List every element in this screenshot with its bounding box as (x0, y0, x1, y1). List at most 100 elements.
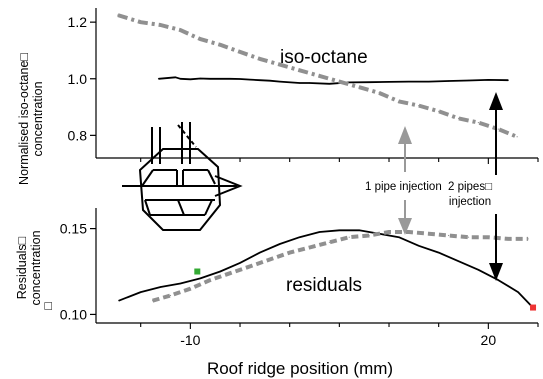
data-point-1-1-11 (368, 234, 370, 237)
data-point-1-0-2 (159, 286, 162, 288)
data-point-0-1-20 (516, 136, 518, 138)
data-point-0-1-18 (477, 122, 480, 124)
one-pipe-arrow-up (398, 126, 412, 172)
data-point-1-0-6 (239, 262, 241, 264)
data-point-0-0-3 (189, 78, 191, 80)
data-point-1-1-2 (189, 288, 191, 290)
data-point-0-0-5 (209, 78, 211, 80)
data-point-0-0-22 (467, 79, 470, 82)
x-tick-label-1: 20 (481, 332, 497, 348)
data-point-0-0-0 (157, 78, 160, 80)
data-point-1-1-0 (152, 300, 154, 302)
data-point-1-0-12 (358, 229, 360, 231)
data-point-1-1-4 (229, 272, 231, 274)
data-point-0-0-10 (259, 79, 261, 81)
data-point-1-1-6 (269, 258, 271, 261)
y-tick-label-0-2: 1.2 (68, 14, 88, 30)
data-point-0-0-4 (199, 77, 201, 80)
data-point-0-1-3 (179, 29, 182, 31)
data-point-1-1-16 (467, 236, 470, 238)
data-point-1-0-3 (179, 282, 182, 285)
data-point-0-1-5 (219, 44, 221, 46)
data-point-0-0-17 (368, 81, 370, 83)
data-point-1-1-18 (507, 238, 509, 240)
data-point-1-0-0 (118, 300, 120, 302)
data-point-1-0-16 (438, 252, 440, 254)
data-point-1-0-18 (477, 269, 480, 271)
data-point-1-0-20 (517, 291, 519, 293)
data-point-1-0-7 (259, 252, 261, 254)
data-point-0-0-19 (408, 80, 410, 83)
y-tick-label-0-1: 1.0 (68, 71, 88, 87)
marker-1-0 (194, 268, 201, 275)
data-point-1-0-17 (457, 260, 460, 262)
top-panel-series (117, 13, 518, 139)
two-pipes-label-line2: injection (449, 196, 491, 208)
two-pipes-arrow-down (489, 214, 503, 281)
top-y-axis-title-line2: concentration (31, 81, 45, 156)
x-axis-title: Roof ridge position (mm) (207, 359, 393, 378)
residuals-label: residuals (286, 275, 362, 296)
top-y-axis-title: Normalised iso-octane□ concentration (17, 53, 45, 185)
data-point-0-0-2 (179, 78, 182, 80)
data-point-1-0-15 (418, 245, 420, 247)
data-point-0-1-17 (457, 117, 460, 119)
bottom-panel-series (118, 229, 537, 311)
data-point-1-0-8 (279, 243, 281, 245)
data-point-0-0-13 (299, 82, 301, 84)
one-pipe-injection-label: 1 pipe injection (365, 181, 442, 193)
data-point-0-0-9 (249, 79, 251, 81)
data-point-0-1-11 (338, 80, 340, 83)
engine-roof-sketch (122, 122, 243, 231)
data-point-0-1-14 (398, 100, 400, 102)
series-line-1-1 (152, 230, 529, 303)
data-point-0-1-12 (358, 86, 360, 88)
data-point-0-0-23 (487, 79, 489, 81)
y-tick-label-0-0: 0.8 (68, 127, 88, 143)
y-tick-label-1-0: 0.10 (60, 306, 87, 322)
bottom-y-axis-title: Residuals□ concentration □ (15, 230, 55, 309)
data-point-1-0-10 (318, 231, 321, 233)
data-point-1-1-19 (527, 238, 529, 240)
data-point-1-1-1 (169, 294, 172, 297)
data-point-0-1-15 (418, 105, 420, 107)
data-point-1-0-9 (299, 236, 301, 238)
bottom-y-axis-title-line1: Residuals□ (15, 236, 29, 299)
series-line-0-1 (117, 13, 518, 139)
data-point-0-0-12 (279, 80, 281, 83)
data-point-0-0-18 (388, 81, 390, 83)
data-point-0-1-8 (279, 64, 281, 66)
data-point-1-1-17 (487, 236, 489, 238)
data-point-1-0-4 (199, 277, 201, 279)
data-point-0-0-14 (308, 82, 311, 84)
two-pipes-label-line1: 2 pipes□ (448, 181, 492, 193)
data-point-1-1-10 (348, 236, 350, 238)
data-point-0-1-7 (259, 58, 261, 60)
data-point-1-1-3 (209, 279, 211, 281)
data-point-1-1-12 (388, 231, 390, 233)
data-point-0-1-4 (199, 38, 201, 40)
data-point-1-1-7 (289, 252, 291, 254)
data-point-0-1-10 (318, 75, 321, 77)
data-point-1-1-13 (408, 231, 410, 233)
two-pipes-arrow-up (489, 92, 503, 175)
data-point-0-0-6 (219, 78, 221, 80)
data-point-0-0-8 (239, 78, 241, 80)
data-point-0-0-21 (448, 80, 450, 82)
data-point-0-0-1 (174, 76, 177, 78)
bottom-y-axis-title-line3: □ (41, 302, 55, 310)
data-point-0-1-16 (438, 110, 440, 112)
x-tick-label-0: -10 (180, 332, 200, 348)
data-point-0-1-2 (159, 24, 162, 26)
bottom-y-axis-title-line2: concentration (29, 230, 43, 305)
data-point-1-0-1 (140, 291, 142, 293)
top-panel-axes: 0.8 1.0 1.2 (68, 8, 539, 164)
data-point-0-1-0 (117, 14, 119, 16)
data-point-0-1-13 (378, 92, 380, 94)
data-point-0-0-7 (229, 78, 231, 80)
marker-1-1 (530, 304, 537, 311)
series-line-1-0 (118, 229, 534, 309)
iso-octane-label: iso-octane (280, 47, 368, 68)
data-point-1-0-11 (338, 229, 340, 231)
data-point-0-0-15 (328, 83, 331, 85)
